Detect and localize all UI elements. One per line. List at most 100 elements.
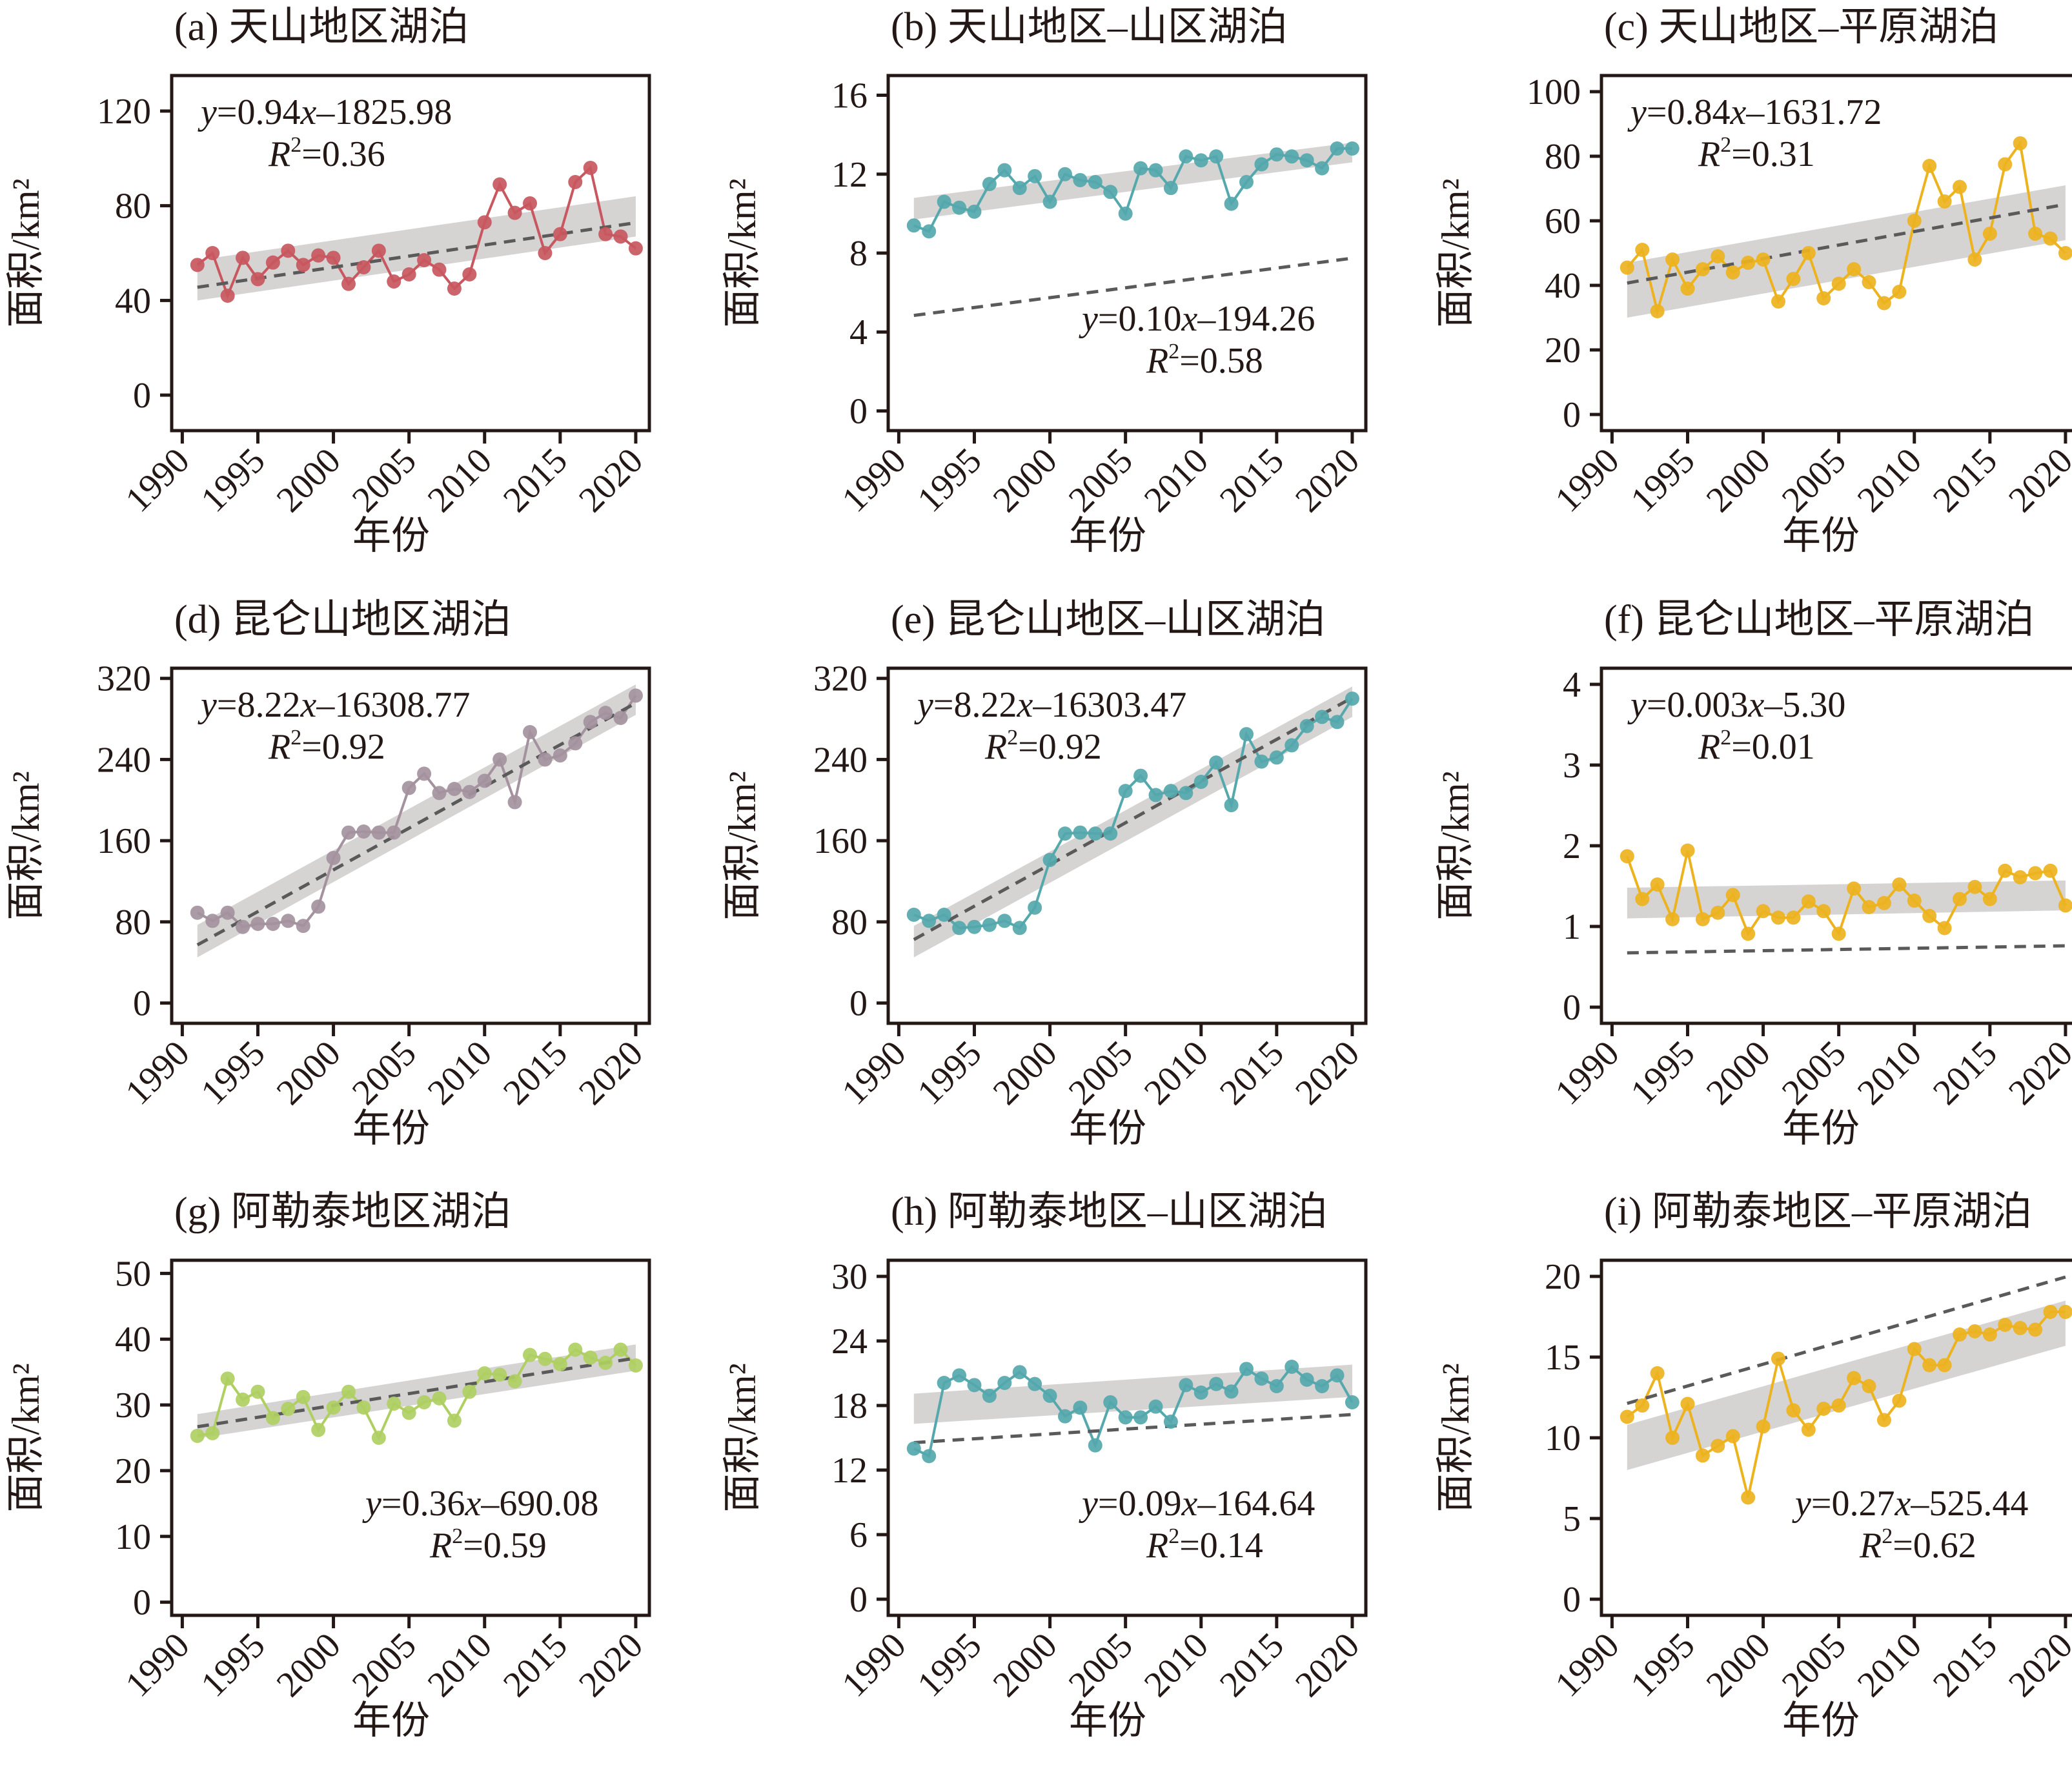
trend-line xyxy=(913,1413,1353,1444)
data-point xyxy=(493,752,507,767)
chart-svg-g: (g) 阿勒泰地区湖泊01020304050199019952000200520… xyxy=(5,1190,651,1742)
r-value: =0.62 xyxy=(1893,1526,1976,1566)
equation-part: x xyxy=(300,685,316,725)
confidence-band xyxy=(1627,185,2066,318)
data-point xyxy=(1680,1396,1695,1411)
regression-equation: y=0.09x–164.64 xyxy=(1079,1484,1315,1524)
y-axis-label: 面积/km² xyxy=(721,1363,764,1512)
chart-svg-d: (d) 昆仑山地区湖泊08016024032019901995200020052… xyxy=(5,598,651,1150)
regression-equation: y=0.27x–525.44 xyxy=(1792,1484,2028,1524)
data-point xyxy=(1967,252,1982,267)
data-point xyxy=(613,229,628,244)
data-point xyxy=(401,1406,416,1420)
data-point xyxy=(628,1358,643,1373)
equation-part: y xyxy=(1792,1484,1811,1524)
data-point xyxy=(2028,866,2043,881)
confidence-band xyxy=(197,196,636,301)
chart-title: (i) 阿勒泰地区–平原湖泊 xyxy=(1604,1190,2032,1234)
data-point xyxy=(1816,1402,1831,1416)
plot-frame xyxy=(886,74,1368,433)
y-axis-label: 面积/km² xyxy=(5,771,47,920)
data-point xyxy=(613,1342,628,1357)
data-point xyxy=(1892,877,1907,892)
data-point xyxy=(1847,262,1862,276)
data-point xyxy=(1665,252,1680,267)
data-point xyxy=(1725,1429,1740,1444)
data-point xyxy=(1695,262,1710,276)
data-point xyxy=(1209,149,1224,164)
x-tick-label: 2005 xyxy=(1061,1033,1141,1112)
r-label: R xyxy=(1698,134,1720,174)
equation-part: x xyxy=(1181,1484,1197,1524)
x-tick-label: 2000 xyxy=(1699,1625,1778,1704)
chart-panel-i: (i) 阿勒泰地区–平原湖泊 0 5 10 15 20 1990 1995 2000 2005 20… xyxy=(1430,1185,2072,1769)
r-superscript: 2 xyxy=(452,1524,463,1548)
chart-panel-g: (g) 阿勒泰地区湖泊 0 10 20 30 40 50 1990 1995 2000 2005 20… xyxy=(0,1185,691,1769)
data-point xyxy=(1650,1366,1665,1380)
chart-svg-e: (e) 昆仑山地区–山区湖泊08016024032019901995200020… xyxy=(721,598,1368,1150)
data-point xyxy=(190,905,205,920)
data-point xyxy=(598,1355,613,1370)
r-squared: R2=0.36 xyxy=(268,133,385,174)
data-point xyxy=(1847,1371,1862,1386)
data-point xyxy=(1771,1351,1785,1366)
x-tick-label: 2005 xyxy=(345,440,424,520)
regression-equation: y=0.003x–5.30 xyxy=(1627,685,1845,725)
data-point xyxy=(1711,1438,1725,1453)
equation-part: =0.003 xyxy=(1647,685,1749,725)
r-squared: R2=0.01 xyxy=(1698,726,1815,767)
data-point xyxy=(281,914,296,928)
x-axis-label: 年份 xyxy=(352,1107,430,1150)
y-tick-label: 15 xyxy=(1545,1338,1581,1378)
data-point xyxy=(1620,1409,1634,1424)
x-tick-label: 2015 xyxy=(1925,440,2005,520)
data-point xyxy=(1982,892,1997,906)
data-point xyxy=(1118,1410,1133,1425)
data-point xyxy=(1967,879,1982,894)
data-point xyxy=(568,736,583,751)
data-point xyxy=(906,907,921,922)
equation-part: –16303.47 xyxy=(1032,685,1186,725)
trend-line xyxy=(913,696,1354,941)
data-point xyxy=(1073,825,1088,840)
x-tick-label: 1990 xyxy=(835,1625,914,1704)
data-point xyxy=(281,1402,296,1416)
data-point xyxy=(1741,256,1756,270)
y-tick-label: 0 xyxy=(849,1580,868,1620)
x-tick-label: 2020 xyxy=(2001,440,2072,520)
data-point xyxy=(997,914,1012,928)
x-tick-label: 2000 xyxy=(986,1033,1065,1112)
x-tick-label: 2010 xyxy=(420,440,500,520)
data-point xyxy=(1028,900,1042,915)
x-tick-label: 1990 xyxy=(1548,1033,1627,1112)
y-tick-label: 160 xyxy=(97,821,151,861)
y-tick-label: 120 xyxy=(97,92,151,132)
data-point xyxy=(628,241,643,256)
x-tick-label: 2020 xyxy=(571,1033,651,1112)
equation-part: =0.09 xyxy=(1098,1484,1182,1524)
r-superscript: 2 xyxy=(290,133,301,157)
y-tick-label: 0 xyxy=(133,1583,151,1623)
x-tick-label: 2020 xyxy=(1288,1033,1367,1112)
data-point xyxy=(1042,853,1057,867)
data-point xyxy=(583,1350,598,1365)
data-point xyxy=(568,1342,583,1357)
data-point xyxy=(1193,1386,1208,1400)
data-point xyxy=(922,1449,937,1464)
r-superscript: 2 xyxy=(290,726,301,750)
data-point xyxy=(1998,1318,2013,1332)
r-value: =0.36 xyxy=(301,134,385,174)
y-tick-label: 0 xyxy=(133,984,151,1024)
chart-panel-b: (b) 天山地区–山区湖泊 0 4 8 12 16 1990 1995 2000 2005 2010… xyxy=(716,0,1407,584)
y-tick-label: 30 xyxy=(115,1386,151,1426)
data-point xyxy=(1786,272,1801,286)
data-point xyxy=(1862,900,1876,914)
x-tick-label: 2000 xyxy=(269,1033,349,1112)
x-tick-label: 2005 xyxy=(345,1033,424,1112)
x-tick-label: 2015 xyxy=(1212,440,1292,520)
data-point xyxy=(1179,1378,1193,1393)
data-point xyxy=(341,825,356,840)
x-tick-label: 2005 xyxy=(1774,1625,1854,1704)
x-tick-label: 2015 xyxy=(1925,1033,2005,1112)
confidence-band xyxy=(913,686,1352,957)
